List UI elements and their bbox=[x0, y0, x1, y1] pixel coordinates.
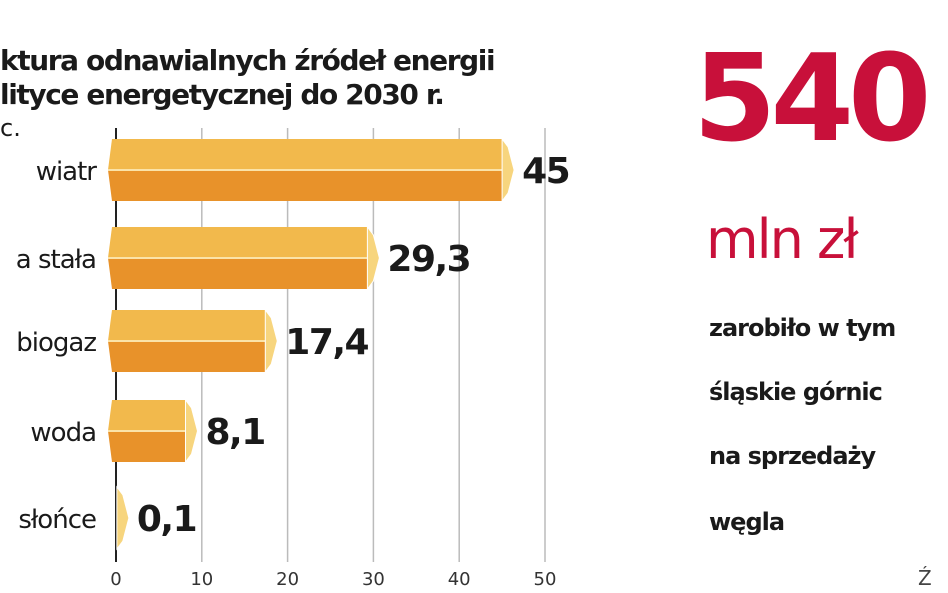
data-label: 45 bbox=[522, 151, 569, 192]
x-tick-label: 0 bbox=[110, 569, 121, 590]
callout-line: węgla bbox=[709, 508, 785, 536]
chart-title-line-2: lityce energetycznej do 2030 r. bbox=[0, 78, 445, 111]
bar-chart: 0 10 20 30 40 50 45 wiatr 29,3 a stała 17,4 biogaz 8… bbox=[16, 128, 571, 590]
category-label: woda bbox=[30, 418, 96, 448]
data-label: 8,1 bbox=[205, 412, 264, 453]
category-label: wiatr bbox=[36, 157, 98, 187]
bar-cap bbox=[366, 225, 380, 291]
callout-number: 540 bbox=[693, 30, 931, 169]
x-tick-label: 50 bbox=[534, 569, 557, 590]
bar-cap bbox=[184, 398, 199, 464]
x-tick-label: 30 bbox=[362, 569, 385, 590]
callout-line: śląskie górnic bbox=[709, 378, 883, 406]
category-label: a stała bbox=[16, 245, 96, 275]
callout-line: zarobiło w tym bbox=[709, 314, 896, 342]
x-tick-label: 40 bbox=[448, 569, 471, 590]
bar-cap bbox=[264, 308, 278, 374]
callout-unit: mln zł bbox=[706, 208, 859, 271]
x-tick-label: 10 bbox=[190, 569, 213, 590]
callout-line: na sprzedaży bbox=[709, 442, 876, 470]
category-label: biogaz bbox=[16, 328, 96, 358]
bar-cap bbox=[116, 485, 130, 551]
source-label: Ź bbox=[918, 566, 932, 590]
bar-top bbox=[108, 310, 266, 341]
bar-top bbox=[108, 227, 368, 258]
bar-top bbox=[108, 139, 503, 170]
bar-top bbox=[108, 400, 186, 431]
bar-bottom bbox=[108, 431, 186, 462]
data-label: 17,4 bbox=[285, 322, 368, 363]
data-label: 0,1 bbox=[137, 499, 196, 540]
chart-title-line-1: ktura odnawialnych źródeł energii bbox=[0, 44, 496, 77]
category-label: słońce bbox=[18, 505, 96, 535]
data-label: 29,3 bbox=[387, 239, 470, 280]
bar-bottom bbox=[108, 258, 368, 289]
bar-bottom bbox=[108, 170, 503, 201]
unit-label: c. bbox=[0, 114, 21, 142]
x-tick-label: 20 bbox=[276, 569, 299, 590]
bar-cap bbox=[501, 137, 515, 203]
bar-bottom bbox=[108, 341, 266, 372]
